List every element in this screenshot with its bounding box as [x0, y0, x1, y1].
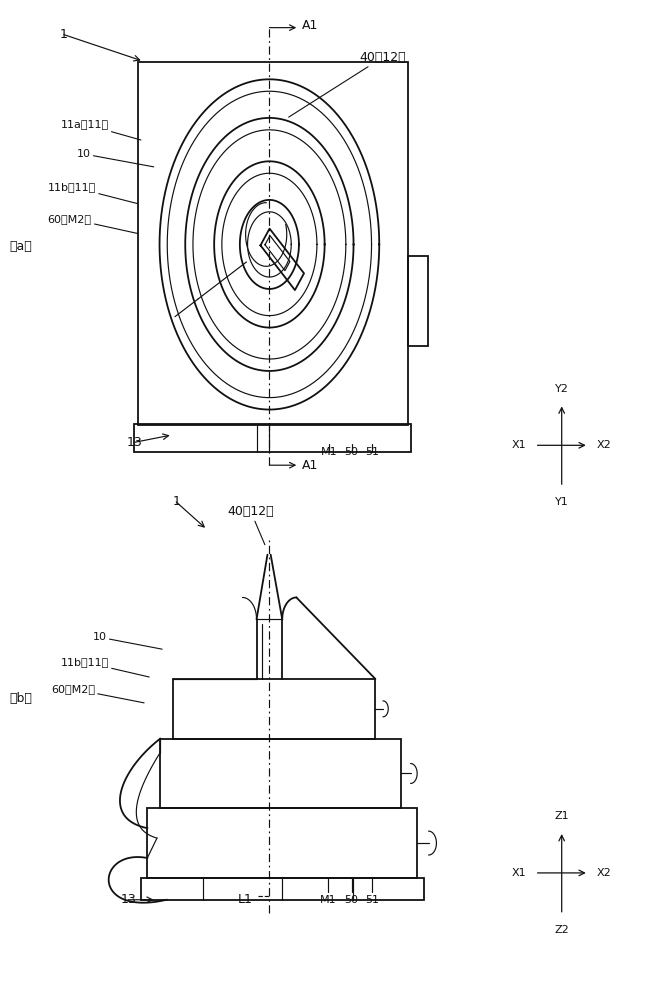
Text: Y1: Y1 [555, 497, 568, 507]
Text: Y2: Y2 [555, 384, 569, 394]
Text: M1: M1 [321, 447, 338, 457]
Text: 11b（11）: 11b（11） [61, 657, 149, 677]
Text: 51: 51 [365, 447, 379, 457]
Bar [173, 679, 375, 739]
Bar [141, 878, 424, 900]
Text: L1: L1 [238, 893, 253, 906]
Bar [135, 424, 411, 452]
Text: （b）: （b） [9, 692, 32, 705]
Bar [408, 256, 428, 346]
Text: （a）: （a） [9, 240, 32, 253]
Text: 40（12）: 40（12） [227, 505, 274, 545]
Text: 50: 50 [345, 895, 358, 905]
Text: X1: X1 [512, 440, 526, 450]
Text: Z2: Z2 [554, 925, 569, 935]
Text: 1: 1 [172, 495, 180, 508]
Text: 13: 13 [126, 436, 143, 449]
Text: 51: 51 [365, 895, 379, 905]
Text: X1: X1 [512, 868, 526, 878]
Text: 60（M2）: 60（M2） [48, 214, 137, 233]
Text: 11b（11）: 11b（11） [48, 182, 137, 204]
Text: X2: X2 [597, 440, 612, 450]
Text: 60（M2）: 60（M2） [51, 684, 144, 703]
Text: A1: A1 [301, 459, 318, 472]
Text: Z1: Z1 [555, 811, 569, 821]
Bar [160, 739, 401, 808]
Text: 1: 1 [60, 28, 68, 41]
Bar [147, 808, 417, 878]
Bar [137, 62, 408, 425]
Text: 40（12）: 40（12） [288, 51, 406, 117]
Text: 10: 10 [76, 149, 154, 167]
Text: 11a（11）: 11a（11） [61, 119, 141, 140]
Text: M1: M1 [320, 895, 337, 905]
Text: 13: 13 [120, 893, 136, 906]
Text: X2: X2 [597, 868, 612, 878]
Text: 50: 50 [345, 447, 358, 457]
Text: A1: A1 [301, 19, 318, 32]
Text: 10: 10 [93, 632, 162, 649]
